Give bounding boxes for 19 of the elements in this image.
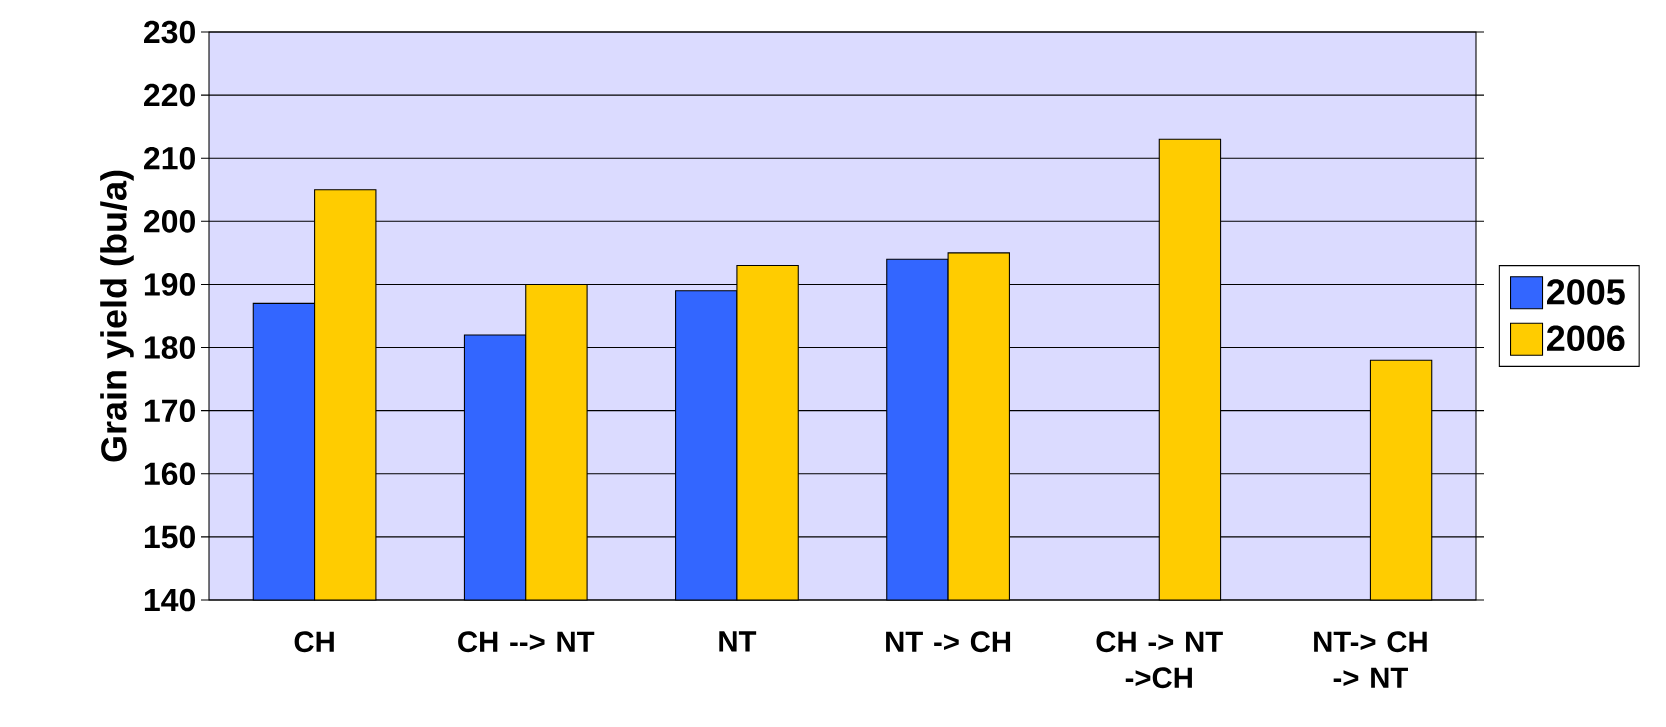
y-tick-label: 210 (144, 146, 195, 170)
legend-label: 2006 (1547, 325, 1625, 352)
x-tick-label: CH (294, 631, 334, 653)
y-tick-label: 180 (144, 336, 195, 359)
y-tick-label: 190 (144, 273, 195, 296)
x-tick-label: CH --> NT (458, 631, 595, 653)
y-tick-label: 140 (144, 588, 195, 612)
x-tick-label: NT -> CH (886, 631, 1011, 653)
y-tick-label: 150 (144, 525, 195, 549)
y-tick-label: 160 (144, 462, 195, 486)
y-tick-label: 170 (144, 399, 195, 422)
legend-label: 2005 (1547, 279, 1625, 305)
x-tick-label: CH -> NT ->CH (1096, 631, 1223, 689)
y-axis-title: Grain yield (bu/a) (100, 170, 134, 462)
y-tick-label: 220 (144, 83, 195, 107)
y-tick-label: 230 (144, 20, 195, 44)
x-tick-label: NT-> CH -> NT (1314, 631, 1427, 688)
y-tick-label: 200 (144, 210, 195, 233)
x-tick-label: NT (719, 631, 757, 652)
